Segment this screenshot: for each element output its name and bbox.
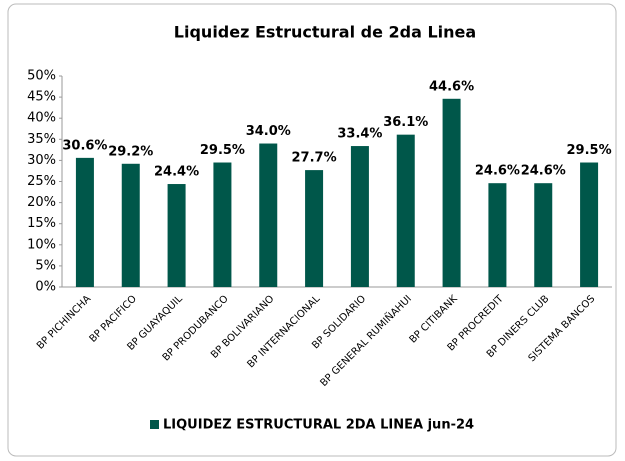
y-tick-label: 30%: [27, 153, 56, 168]
bar: [350, 146, 369, 287]
y-tick-label: 15%: [27, 216, 56, 231]
y-tick-label: 5%: [35, 258, 56, 273]
value-label: 33.4%: [337, 127, 382, 142]
value-label: 29.5%: [200, 143, 245, 158]
y-tick-label: 50%: [27, 69, 56, 84]
value-label: 30.6%: [62, 138, 107, 153]
value-label: 34.0%: [246, 124, 291, 139]
value-label: 29.2%: [108, 144, 153, 159]
y-tick-label: 20%: [27, 195, 56, 210]
y-tick-label: 10%: [27, 237, 56, 252]
bar: [442, 98, 461, 288]
bar: [121, 163, 140, 287]
y-tick-label: 0%: [35, 280, 56, 295]
bar: [305, 170, 324, 287]
bar: [213, 162, 232, 287]
value-label: 24.4%: [154, 165, 199, 180]
bar: [580, 162, 599, 287]
bar: [167, 184, 186, 287]
value-label: 24.6%: [521, 164, 566, 179]
bar: [75, 157, 94, 287]
value-label: 24.6%: [475, 164, 520, 179]
y-tick-label: 25%: [27, 174, 56, 189]
y-tick-label: 45%: [27, 90, 56, 105]
value-label: 36.1%: [383, 115, 428, 130]
legend-label: LIQUIDEZ ESTRUCTURAL 2DA LINEA jun-24: [163, 418, 474, 433]
y-tick-label: 35%: [27, 132, 56, 147]
y-tick-label: 40%: [27, 111, 56, 126]
bar: [396, 134, 415, 287]
value-label: 29.5%: [567, 143, 612, 158]
value-label: 27.7%: [292, 151, 337, 166]
value-label: 44.6%: [429, 79, 474, 94]
chart-title: Liquidez Estructural de 2da Linea: [174, 23, 476, 42]
bar: [534, 183, 553, 287]
bar: [488, 183, 507, 287]
bar: [259, 143, 278, 287]
legend-swatch: [150, 420, 159, 429]
